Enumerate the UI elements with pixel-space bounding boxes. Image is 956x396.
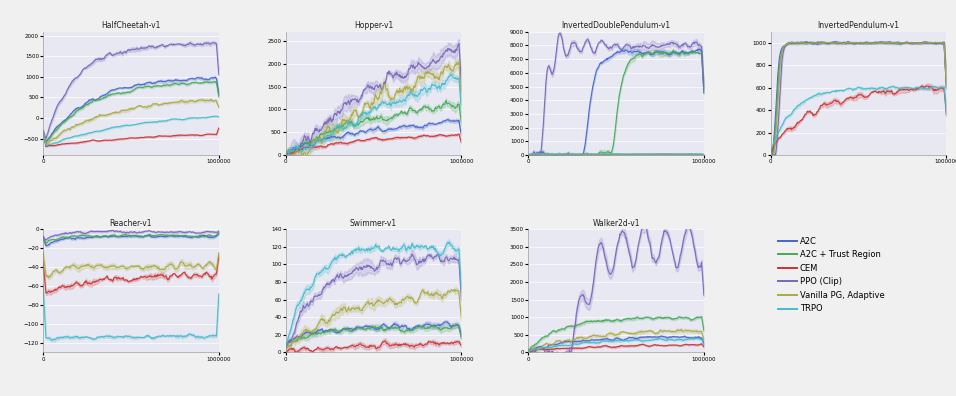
Title: Swimmer-v1: Swimmer-v1 [350,219,397,228]
Title: InvertedPendulum-v1: InvertedPendulum-v1 [817,21,900,30]
Title: Hopper-v1: Hopper-v1 [354,21,393,30]
Legend: A2C, A2C + Trust Region, CEM, PPO (Clip), Vanilla PG, Adaptive, TRPO: A2C, A2C + Trust Region, CEM, PPO (Clip)… [775,233,888,317]
Title: Reacher-v1: Reacher-v1 [110,219,152,228]
Title: Walker2d-v1: Walker2d-v1 [593,219,640,228]
Title: InvertedDoublePendulum-v1: InvertedDoublePendulum-v1 [561,21,670,30]
Title: HalfCheetah-v1: HalfCheetah-v1 [101,21,161,30]
